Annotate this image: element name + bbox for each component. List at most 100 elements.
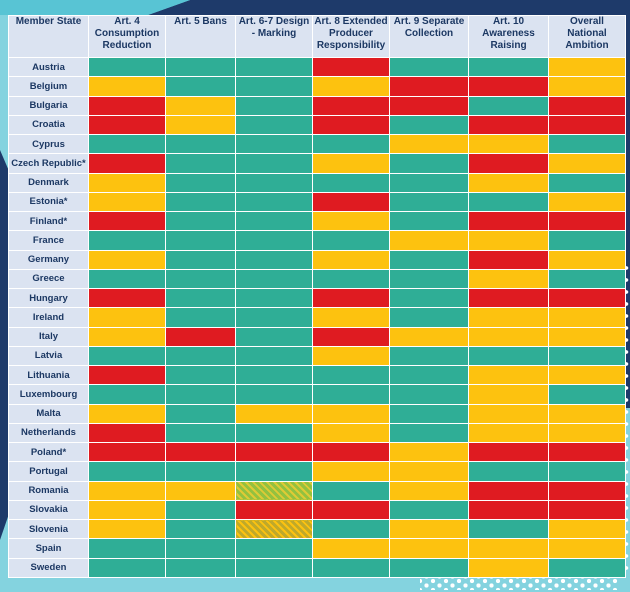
top-left-wedge [0, 0, 190, 15]
rating-cell [235, 422, 313, 444]
rating-cell [468, 345, 549, 367]
table-row: Croatia [8, 114, 626, 136]
rating-cell [165, 557, 236, 578]
member-state-label: Bulgaria [8, 95, 89, 116]
rating-cell [235, 95, 313, 116]
rating-cell [389, 114, 469, 136]
rating-cell [389, 364, 469, 386]
table-row: Portugal [8, 461, 626, 482]
rating-cell [548, 210, 626, 232]
rating-cell [165, 345, 236, 367]
rating-cell [235, 403, 313, 424]
rating-cell [312, 307, 390, 328]
table-row: Latvia [8, 345, 626, 367]
rating-cell [312, 249, 390, 270]
rating-cell [165, 114, 236, 136]
top-banner [148, 0, 630, 15]
rating-cell [548, 499, 626, 521]
member-state-label: Malta [8, 403, 89, 424]
rating-cell [165, 422, 236, 444]
rating-cell [312, 518, 390, 540]
rating-cell [88, 133, 166, 155]
member-state-label: Slovenia [8, 518, 89, 540]
rating-cell [389, 480, 469, 501]
member-state-label: Romania [8, 480, 89, 501]
table-row: Slovakia [8, 499, 626, 521]
rating-cell [468, 249, 549, 270]
rating-cell [389, 56, 469, 78]
table-row: France [8, 230, 626, 251]
rating-cell [165, 461, 236, 482]
rating-cell [468, 56, 549, 78]
rating-cell [88, 172, 166, 193]
member-state-label: Cyprus [8, 133, 89, 155]
table-row: Greece [8, 268, 626, 290]
rating-cell [235, 480, 313, 501]
rating-cell [548, 557, 626, 578]
rating-cell [468, 153, 549, 174]
rating-cell [548, 307, 626, 328]
rating-cell [235, 364, 313, 386]
rating-cell [88, 191, 166, 213]
rating-cell [548, 249, 626, 270]
rating-cell [165, 95, 236, 116]
member-state-label: Lithuania [8, 364, 89, 386]
rating-cell [88, 364, 166, 386]
rating-cell [468, 364, 549, 386]
rating-cell [389, 76, 469, 97]
rating-cell [468, 268, 549, 290]
rating-cell [88, 461, 166, 482]
rating-cell [312, 345, 390, 367]
right-edge-strip [625, 0, 630, 408]
rating-cell [468, 210, 549, 232]
rating-cell [235, 133, 313, 155]
rating-cell [235, 287, 313, 309]
rating-cell [468, 538, 549, 559]
rating-cell [88, 480, 166, 501]
rating-cell [88, 557, 166, 578]
rating-cell [235, 76, 313, 97]
rating-cell [165, 249, 236, 270]
rating-cell [312, 441, 390, 463]
member-state-label: Ireland [8, 307, 89, 328]
rating-cell [235, 307, 313, 328]
rating-cell [235, 557, 313, 578]
rating-cell [468, 499, 549, 521]
rating-cell [468, 461, 549, 482]
rating-cell [468, 307, 549, 328]
rating-cell [548, 268, 626, 290]
table-row: Italy [8, 326, 626, 347]
table-row: Spain [8, 538, 626, 559]
rating-cell [88, 230, 166, 251]
rating-cell [235, 499, 313, 521]
member-state-label: Estonia* [8, 191, 89, 213]
rating-cell [468, 114, 549, 136]
rating-cell [235, 538, 313, 559]
rating-cell [88, 153, 166, 174]
rating-cell [389, 461, 469, 482]
rating-cell [235, 249, 313, 270]
column-header: Art. 9 Separate Collection [389, 15, 469, 58]
rating-cell [165, 384, 236, 405]
rating-cell [235, 268, 313, 290]
rating-cell [468, 230, 549, 251]
rating-cell [548, 538, 626, 559]
rating-cell [165, 133, 236, 155]
rating-cell [389, 441, 469, 463]
rating-cell [235, 191, 313, 213]
rating-cell [88, 326, 166, 347]
member-state-label: Italy [8, 326, 89, 347]
rating-cell [389, 499, 469, 521]
rating-cell [88, 76, 166, 97]
rating-cell [88, 307, 166, 328]
member-state-label: Slovakia [8, 499, 89, 521]
rating-cell [468, 518, 549, 540]
rating-cell [389, 249, 469, 270]
rating-cell [548, 287, 626, 309]
member-state-label: Austria [8, 56, 89, 78]
rating-cell [548, 191, 626, 213]
table-row: Malta [8, 403, 626, 424]
member-state-label: Hungary [8, 287, 89, 309]
rating-cell [548, 326, 626, 347]
table-row: Ireland [8, 307, 626, 328]
